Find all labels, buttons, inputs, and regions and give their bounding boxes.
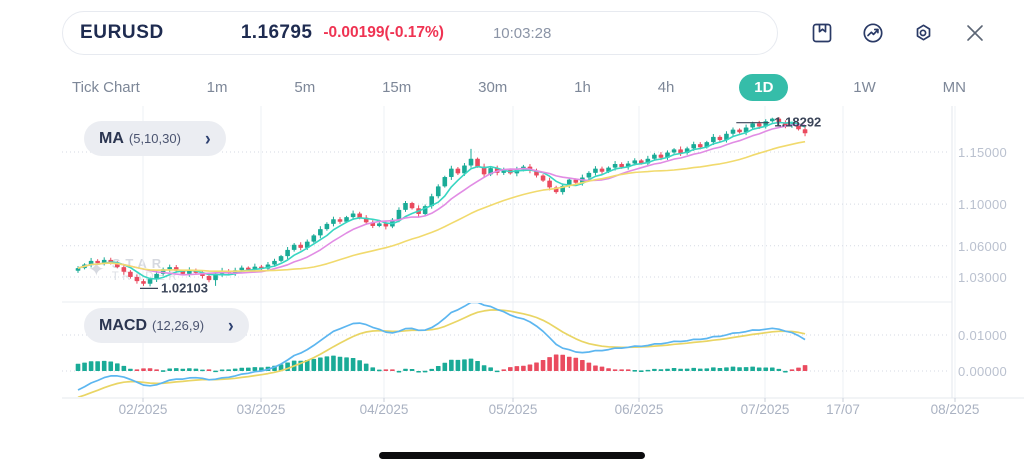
- price-axis-label: 1.06000: [958, 238, 1008, 254]
- macd-axis-label: 0.01000: [958, 328, 1008, 343]
- macd-axis-label: 0.00000: [958, 364, 1008, 379]
- quote-header[interactable]: EURUSD 1.16795 -0.00199(-0.17%) 10:03:28: [62, 11, 778, 55]
- ma-label: MA: [99, 129, 124, 147]
- tab-mn[interactable]: MN: [942, 78, 966, 96]
- x-axis-label: 08/2025: [930, 402, 980, 417]
- quote-time: 10:03:28: [492, 24, 552, 42]
- save-layout-icon[interactable]: [810, 21, 834, 45]
- tab-15m[interactable]: 15m: [382, 78, 412, 96]
- chevron-right-icon: ›: [228, 314, 234, 337]
- price-axis-label: 1.03000: [958, 270, 1008, 285]
- settings-icon[interactable]: [911, 21, 935, 45]
- x-axis-label: 06/2025: [614, 402, 664, 417]
- symbol-label: EURUSD: [80, 22, 164, 43]
- tab-1h[interactable]: 1h: [574, 78, 591, 96]
- tab-1m[interactable]: 1m: [206, 78, 228, 96]
- macd-label: MACD: [99, 316, 147, 334]
- x-axis-label: 02/2025: [118, 402, 168, 417]
- macd-indicator-pill[interactable]: MACD (12,26,9) ›: [84, 308, 249, 343]
- macd-params: (12,26,9): [152, 318, 205, 333]
- x-axis-label: 17/07: [826, 402, 860, 417]
- indicators-icon[interactable]: [861, 21, 885, 45]
- last-price: 1.16795: [240, 22, 313, 43]
- close-icon[interactable]: [963, 21, 987, 45]
- tab-4h[interactable]: 4h: [657, 78, 675, 96]
- svg-text:1.02103: 1.02103: [161, 280, 208, 295]
- price-change: -0.00199(-0.17%): [323, 24, 444, 41]
- chevron-right-icon: ›: [204, 127, 211, 150]
- price-axis-label: 1.10000: [958, 197, 1008, 213]
- x-axis-label: 03/2025: [236, 402, 286, 417]
- x-axis-label: 05/2025: [488, 402, 538, 417]
- svg-text:1.18292: 1.18292: [774, 115, 821, 130]
- home-indicator-bar[interactable]: [379, 452, 645, 459]
- ma-indicator-pill[interactable]: MA (5,10,30) ›: [84, 121, 226, 156]
- timeframe-tabs: Tick Chart 1m 5m 15m 30m 1h 4h 1D 1W MN: [70, 71, 968, 103]
- price-axis-label: 1.15000: [958, 145, 1008, 160]
- tab-5m[interactable]: 5m: [294, 78, 316, 96]
- tab-tick-chart[interactable]: Tick Chart: [72, 78, 140, 96]
- tab-30m[interactable]: 30m: [478, 78, 508, 96]
- tab-1w[interactable]: 1W: [853, 78, 876, 96]
- x-axis-label: 07/2025: [740, 402, 790, 417]
- x-axis-label: 04/2025: [359, 402, 409, 417]
- ma-params: (5,10,30): [128, 131, 181, 146]
- tab-1d[interactable]: 1D: [739, 73, 789, 101]
